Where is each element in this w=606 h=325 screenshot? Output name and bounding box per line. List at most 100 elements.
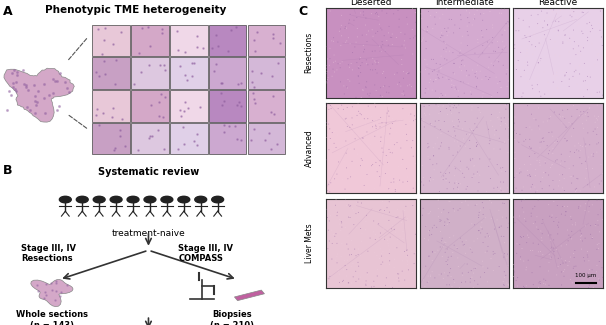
- Point: [547, 254, 556, 260]
- Point: [424, 238, 433, 243]
- Point: [576, 237, 585, 242]
- Point: [462, 261, 472, 266]
- Point: [381, 48, 390, 53]
- Point: [327, 227, 337, 233]
- Point: [439, 270, 449, 276]
- Point: [579, 126, 588, 131]
- Point: [361, 219, 371, 224]
- Point: [330, 58, 340, 64]
- Point: [576, 8, 586, 14]
- Point: [371, 31, 381, 36]
- Point: [598, 93, 606, 98]
- Point: [522, 50, 531, 55]
- Point: [433, 75, 443, 80]
- Point: [370, 48, 380, 54]
- Point: [441, 240, 451, 245]
- Point: [328, 39, 338, 44]
- Point: [424, 80, 434, 85]
- Point: [439, 173, 448, 178]
- Point: [410, 138, 419, 143]
- Point: [500, 275, 510, 280]
- Point: [400, 38, 410, 44]
- Point: [459, 136, 468, 142]
- Point: [402, 21, 412, 27]
- Point: [423, 211, 433, 216]
- Point: [539, 277, 548, 282]
- Point: [536, 179, 545, 184]
- Point: [400, 93, 410, 98]
- Point: [481, 234, 490, 240]
- Point: [336, 23, 346, 28]
- Point: [428, 145, 438, 150]
- Point: [531, 44, 541, 49]
- Point: [544, 149, 554, 154]
- Circle shape: [127, 196, 139, 203]
- Point: [592, 150, 602, 155]
- Point: [411, 117, 421, 122]
- Point: [453, 255, 462, 261]
- Point: [402, 262, 412, 267]
- Point: [568, 35, 578, 40]
- Bar: [208, 25, 247, 57]
- Point: [361, 281, 371, 287]
- Point: [579, 258, 589, 264]
- Point: [331, 197, 341, 202]
- Point: [478, 18, 487, 23]
- Point: [594, 51, 604, 56]
- Point: [581, 176, 590, 181]
- Point: [468, 174, 478, 179]
- Point: [418, 213, 427, 218]
- Point: [574, 72, 584, 77]
- Point: [482, 231, 492, 236]
- Point: [436, 109, 445, 114]
- Point: [391, 130, 401, 135]
- Point: [419, 118, 428, 123]
- Point: [437, 140, 447, 145]
- Point: [578, 144, 587, 149]
- Point: [369, 218, 379, 224]
- Point: [462, 164, 472, 170]
- Point: [353, 200, 363, 205]
- Point: [448, 50, 458, 55]
- Point: [570, 69, 579, 74]
- Point: [581, 159, 590, 164]
- Point: [569, 9, 579, 14]
- Point: [536, 56, 546, 61]
- Point: [327, 38, 336, 44]
- Point: [425, 274, 435, 279]
- Point: [332, 172, 342, 177]
- Point: [335, 29, 344, 34]
- Point: [349, 189, 359, 194]
- Point: [353, 73, 363, 78]
- Point: [461, 119, 470, 124]
- Point: [576, 228, 585, 234]
- Point: [419, 236, 429, 241]
- Point: [561, 124, 571, 130]
- Point: [436, 271, 446, 277]
- Point: [473, 63, 482, 68]
- Point: [576, 45, 585, 50]
- Point: [520, 137, 530, 142]
- Point: [496, 234, 506, 239]
- Point: [445, 235, 454, 240]
- Point: [489, 146, 499, 151]
- Point: [519, 68, 529, 73]
- Point: [596, 8, 605, 14]
- Point: [391, 35, 401, 40]
- Point: [462, 184, 472, 189]
- Point: [439, 47, 448, 52]
- Point: [584, 198, 594, 203]
- Point: [375, 44, 384, 49]
- Point: [522, 46, 532, 52]
- Point: [591, 280, 601, 286]
- Point: [548, 134, 558, 139]
- Point: [327, 256, 337, 262]
- Point: [479, 11, 488, 16]
- Point: [554, 172, 564, 177]
- Point: [568, 266, 578, 271]
- Point: [364, 104, 373, 109]
- Point: [482, 279, 492, 284]
- Point: [345, 12, 355, 17]
- Point: [502, 84, 512, 89]
- Point: [498, 165, 508, 170]
